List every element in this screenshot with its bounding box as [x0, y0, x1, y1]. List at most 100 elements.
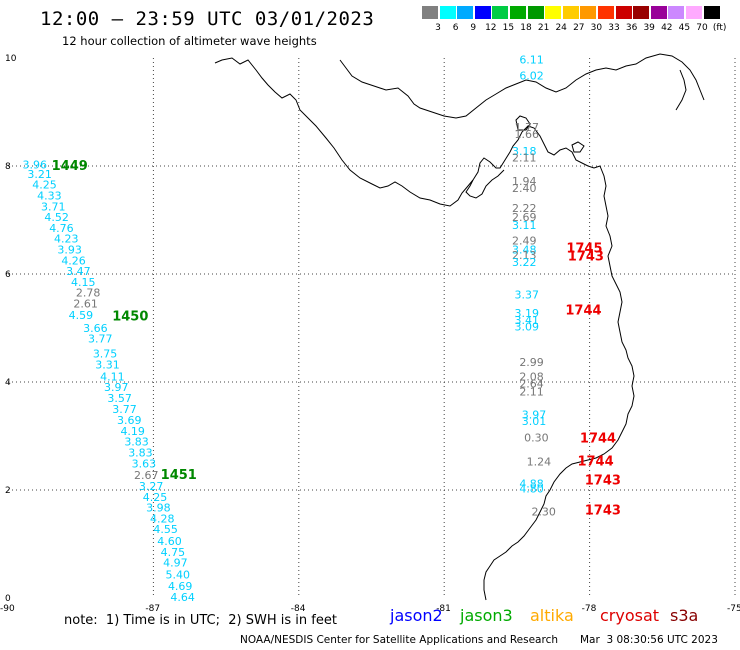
wave-height-label: 3.83: [128, 447, 153, 460]
pass-time-label: 1449: [52, 159, 88, 174]
x-tick-label: -84: [291, 604, 306, 614]
pass-time-label: 1743: [568, 250, 604, 265]
wave-height-label: 4.55: [153, 523, 178, 536]
wave-height-label: 3.98: [146, 502, 171, 515]
colorbar-swatch: [598, 6, 614, 19]
satellite-legend-jason2: jason2: [390, 606, 443, 625]
colorbar-swatch: [703, 6, 720, 19]
colorbar-swatch: [650, 6, 667, 19]
x-tick-label: -75: [727, 604, 740, 614]
colorbar-label: 24: [555, 23, 567, 33]
y-tick-label: 8: [5, 162, 11, 172]
y-tick-label: 10: [5, 54, 17, 64]
pass-time-label: 1744: [577, 455, 613, 470]
colorbar-label: 27: [573, 23, 585, 33]
wave-height-label: 4.80: [519, 483, 544, 496]
wave-height-label: 3.22: [512, 256, 537, 269]
colorbar-swatch: [439, 6, 456, 19]
wave-height-label: 3.57: [107, 392, 131, 405]
wave-height-label: 3.69: [117, 414, 142, 427]
footer-credit: NOAA/NESDIS Center for Satellite Applica…: [240, 634, 558, 646]
wave-height-label: 4.19: [120, 425, 144, 438]
wave-height-label: 3.18: [512, 145, 537, 158]
wave-height-label: 0.30: [524, 431, 549, 444]
colorbar-label: 36: [625, 23, 638, 33]
colorbar-label: 21: [537, 23, 550, 33]
colorbar-label: 15: [502, 23, 515, 33]
wave-height-label: 4.28: [150, 512, 175, 525]
wave-height-label: 3.41: [514, 314, 539, 327]
colorbar-swatch: [474, 6, 491, 19]
wave-height-label: 2.11: [512, 152, 537, 165]
wave-height-label: 3.77: [112, 403, 137, 416]
wave-height-label: 3.09: [514, 321, 539, 334]
colorbar-label: 9: [470, 23, 477, 33]
colorbar-label: 70: [696, 23, 708, 33]
colorbar-swatch: [422, 6, 438, 19]
pass-time-label: 1743: [585, 503, 621, 518]
x-tick-label: -78: [582, 604, 597, 614]
wave-height-label: 4.25: [32, 179, 57, 192]
colorbar-swatch: [545, 6, 562, 19]
wave-height-label: 4.26: [61, 254, 86, 267]
wave-height-label: 4.52: [44, 211, 69, 224]
colorbar-label: 6: [452, 23, 459, 33]
wave-height-label: 4.97: [163, 557, 188, 570]
wave-height-label: 4.60: [157, 535, 182, 548]
wave-height-label: 3.47: [66, 265, 91, 278]
x-tick-label: -90: [0, 604, 15, 614]
coastline: [214, 53, 705, 601]
colorbar-swatch: [527, 6, 544, 19]
colorbar-label: 45: [678, 23, 691, 33]
wave-height-label: 2.08: [519, 370, 544, 383]
pass-time-label: 1744: [565, 304, 601, 319]
y-tick-label: 2: [5, 486, 11, 496]
wave-height-label: 4.76: [49, 222, 74, 235]
legend-note: note: 1) Time is in UTC; 2) SWH is in fe…: [64, 613, 337, 628]
colorbar-swatch: [492, 6, 509, 19]
wave-height-label: 3.96: [23, 159, 48, 172]
y-tick-label: 4: [5, 378, 11, 388]
colorbar-label: (ft): [712, 23, 727, 33]
wave-height-label: 4.15: [71, 276, 96, 289]
wave-height-label: 1.77: [514, 121, 539, 134]
satellite-legend-jason3: jason3: [460, 606, 513, 625]
footer-timestamp: Mar 3 08:30:56 UTC 2023: [580, 634, 718, 646]
wave-height-label: 2.99: [519, 356, 544, 369]
wave-height-label: 3.83: [124, 436, 149, 449]
wave-height-label: 2.13: [512, 249, 537, 262]
wave-height-label: 4.23: [54, 233, 79, 246]
wave-height-label: 4.25: [143, 491, 168, 504]
wave-height-label: 4.59: [69, 309, 94, 322]
x-tick-label: -81: [436, 604, 451, 614]
wave-height-label: 3.66: [83, 322, 108, 335]
pass-time-label: 1745: [566, 241, 602, 256]
colorbar-label: 42: [661, 23, 673, 33]
colorbar-swatch: [562, 6, 579, 19]
colorbar-swatch: [615, 6, 632, 19]
axis-tick-labels: -90 -87 -84 -81 -78 -75 0 2 4 6 8 10: [0, 54, 740, 614]
wave-height-label: 2.61: [73, 297, 98, 310]
wave-height-label: 2.64: [519, 377, 544, 390]
x-tick-label: -87: [145, 604, 160, 614]
colorbar-swatch: [668, 6, 685, 19]
wave-height-labels: 3.963.214.254.333.714.524.764.233.934.26…: [23, 53, 621, 604]
satellite-legend-cryosat: cryosat: [600, 606, 660, 625]
wave-height-label: 3.31: [95, 359, 120, 372]
colorbar-label: 3: [435, 23, 441, 33]
colorbar-label: 12: [485, 23, 497, 33]
colorbar-label: 39: [643, 23, 655, 33]
wave-height-label: 3.37: [514, 288, 539, 301]
chart-subtitle: 12 hour collection of altimeter wave hei…: [62, 34, 317, 48]
wave-height-label: 3.97: [522, 409, 547, 422]
pass-time-label: 1450: [112, 309, 148, 324]
colorbar-swatch: [457, 6, 474, 19]
wave-height-label: 1.66: [514, 128, 539, 141]
wave-height-label: 4.64: [170, 591, 195, 604]
satellite-legend-altika: altika: [530, 606, 574, 625]
wave-height-label: 4.69: [168, 580, 193, 593]
wave-height-label: 6.11: [519, 53, 544, 66]
wave-height-label: 3.48: [512, 243, 537, 256]
wave-height-label: 4.11: [100, 370, 125, 383]
